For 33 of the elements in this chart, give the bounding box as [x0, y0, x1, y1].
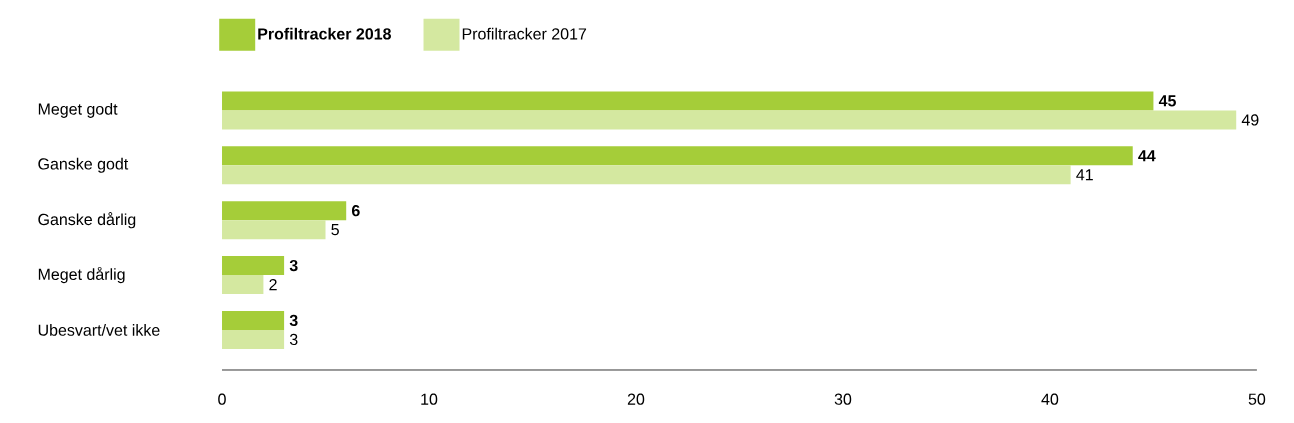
bar [222, 310, 285, 330]
data-label: 3 [289, 314, 298, 327]
x-tick-label: 40 [1041, 393, 1059, 405]
data-label: 44 [1138, 150, 1156, 162]
y-tick-label: Meget dårlig [38, 266, 125, 284]
bar [222, 110, 1237, 130]
data-label: 2 [269, 278, 277, 291]
bar [222, 275, 264, 295]
legend-label: Profiltracker 2017 [462, 27, 587, 40]
bar [222, 165, 1071, 185]
data-label: 49 [1241, 114, 1259, 126]
x-tick-label: 20 [627, 393, 645, 405]
data-label: 6 [351, 205, 360, 217]
bar [222, 146, 1133, 166]
legend-label: Profiltracker 2018 [258, 27, 391, 40]
y-tick-label: Ganske dårlig [38, 212, 136, 229]
bar [222, 256, 285, 276]
bar [222, 91, 1154, 111]
data-label: 5 [331, 224, 339, 236]
y-tick-label: Meget godt [38, 102, 118, 118]
x-tick-label: 30 [834, 393, 852, 405]
y-tick-label: Ganske godt [38, 157, 129, 173]
data-label: 45 [1158, 95, 1176, 107]
x-tick-label: 50 [1248, 393, 1266, 405]
data-label: 3 [289, 333, 298, 346]
bar [222, 329, 285, 349]
x-tick-label: 0 [218, 393, 226, 405]
bar [222, 220, 326, 240]
data-label: 3 [289, 259, 298, 272]
bar [222, 201, 347, 221]
y-tick-label: Ubesvart/vet ikke [38, 324, 160, 336]
x-tick-label: 10 [421, 393, 438, 405]
data-label: 41 [1076, 169, 1093, 181]
